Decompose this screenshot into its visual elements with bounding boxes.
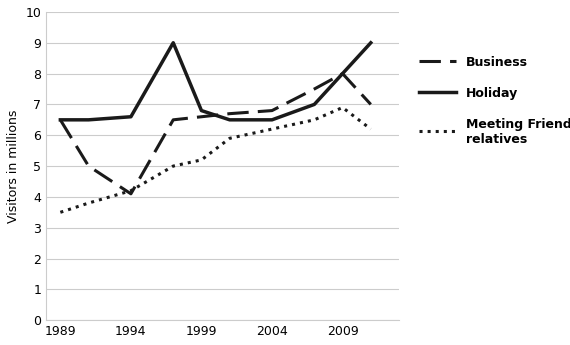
Meeting Friends and
relatives <box>198 158 205 162</box>
Holiday <box>128 115 135 119</box>
Business <box>170 118 177 122</box>
Business <box>85 164 92 168</box>
Holiday <box>57 118 64 122</box>
Line: Business: Business <box>60 73 371 194</box>
Meeting Friends and
relatives <box>311 118 317 122</box>
Meeting Friends and
relatives <box>367 127 374 131</box>
Holiday <box>226 118 233 122</box>
Meeting Friends and
relatives <box>339 106 346 110</box>
Line: Meeting Friends and
relatives: Meeting Friends and relatives <box>60 108 371 212</box>
Business <box>57 118 64 122</box>
Line: Holiday: Holiday <box>60 43 371 120</box>
Meeting Friends and
relatives <box>128 189 135 193</box>
Meeting Friends and
relatives <box>57 210 64 214</box>
Business <box>128 192 135 196</box>
Y-axis label: Visitors in millions: Visitors in millions <box>7 109 20 223</box>
Business <box>198 115 205 119</box>
Holiday <box>170 41 177 45</box>
Holiday <box>339 71 346 76</box>
Holiday <box>268 118 275 122</box>
Business <box>367 102 374 107</box>
Holiday <box>367 41 374 45</box>
Meeting Friends and
relatives <box>170 164 177 168</box>
Holiday <box>198 109 205 113</box>
Business <box>226 111 233 116</box>
Legend: Business, Holiday, Meeting Friends and
relatives: Business, Holiday, Meeting Friends and r… <box>412 49 570 152</box>
Meeting Friends and
relatives <box>226 136 233 140</box>
Meeting Friends and
relatives <box>85 201 92 205</box>
Holiday <box>85 118 92 122</box>
Business <box>339 71 346 76</box>
Business <box>311 87 317 91</box>
Holiday <box>311 102 317 107</box>
Business <box>268 109 275 113</box>
Meeting Friends and
relatives <box>268 127 275 131</box>
